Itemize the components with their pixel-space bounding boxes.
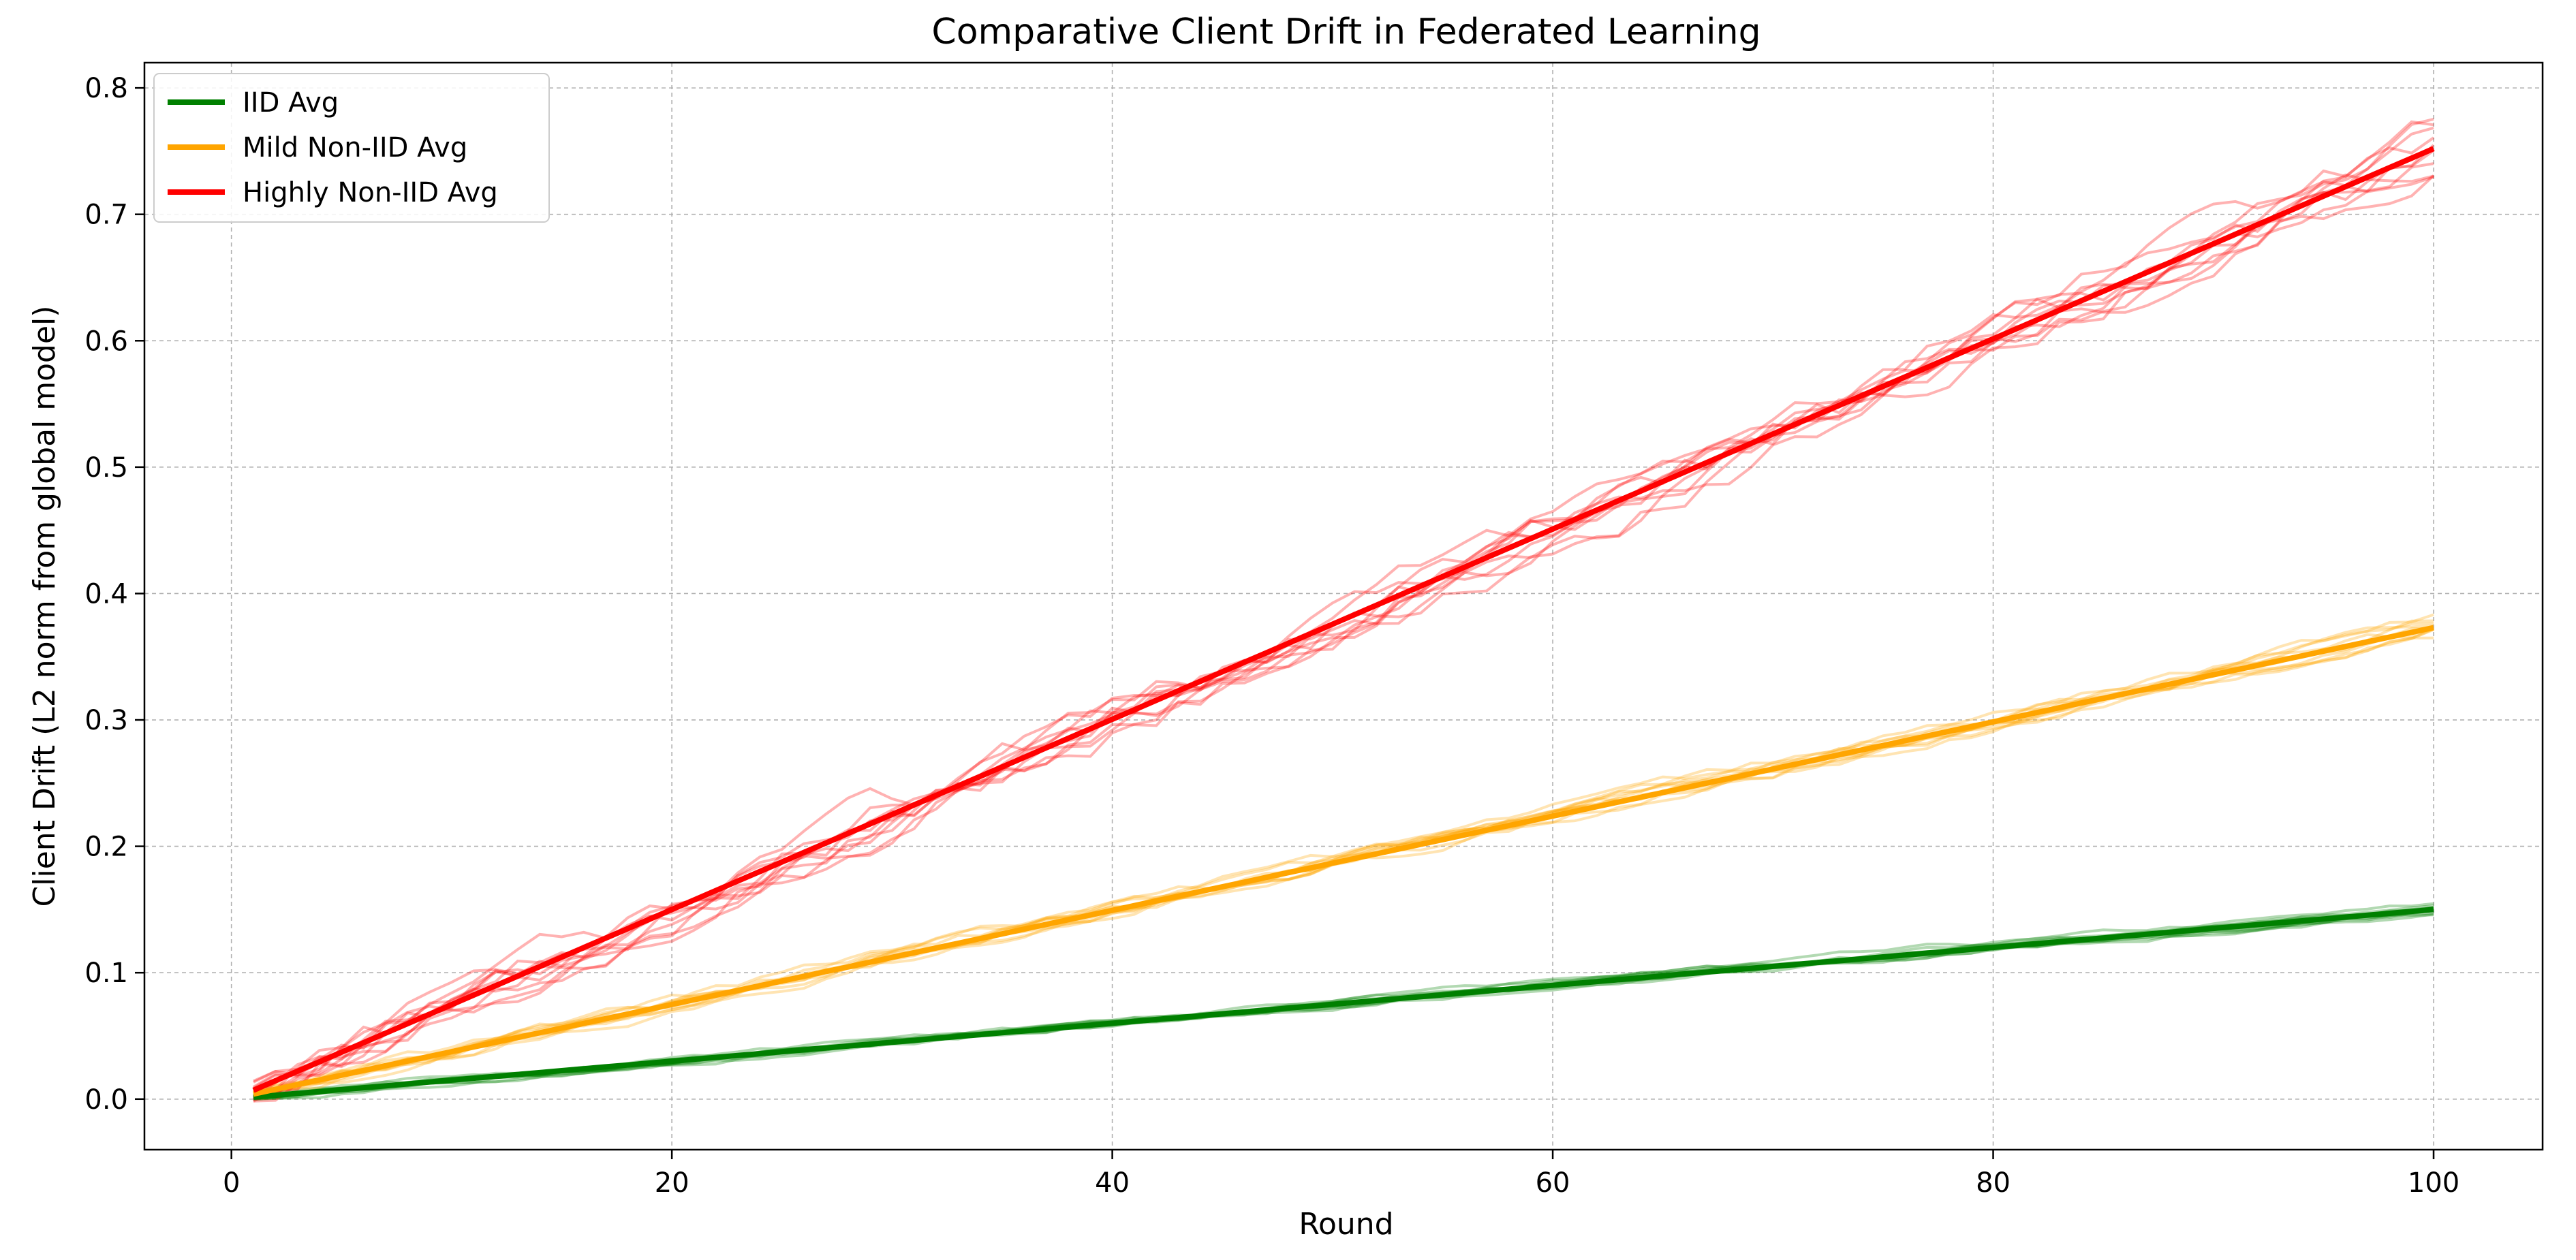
chart-title: Comparative Client Drift in Federated Le…: [931, 12, 1760, 52]
client-line: [253, 126, 2434, 1083]
client-line: [253, 904, 2434, 1097]
client-line: [253, 902, 2434, 1098]
y-axis-label: Client Drift (L2 norm from global model): [27, 306, 62, 907]
y-axis: 0.0 0.1 0.2 0.3 0.4 0.5 0.6 0.7 0.8: [84, 73, 144, 1116]
plot-frame: [143, 61, 2544, 1151]
x-axis: 0 20 40 60 80 100: [223, 1150, 2459, 1199]
series-line: [252, 146, 2435, 1093]
client-line: [253, 162, 2434, 1100]
y-tick-label: 0.0: [84, 1084, 128, 1116]
y-tick-label: 0.4: [84, 578, 128, 610]
x-tick-label: 0: [223, 1167, 240, 1199]
legend: IID Avg Mild Non-IID Avg Highly Non-IID Av…: [153, 73, 550, 223]
client-line: [252, 174, 2435, 1090]
y-tick-label: 0.1: [84, 958, 128, 989]
series-line: [253, 907, 2434, 1100]
series-line: [253, 625, 2434, 1097]
client-line: [253, 144, 2435, 1084]
x-axis-label: Round: [1299, 1207, 1393, 1242]
y-tick-label: 0.6: [84, 326, 128, 357]
y-tick-label: 0.5: [84, 452, 128, 484]
x-tick-label: 80: [1976, 1167, 2011, 1199]
y-tick-label: 0.8: [84, 73, 128, 104]
x-tick-label: 40: [1095, 1167, 1130, 1199]
legend-label: IID Avg: [243, 87, 339, 119]
y-tick-label: 0.2: [84, 832, 128, 863]
legend-label: Mild Non-IID Avg: [243, 132, 467, 163]
client-line: [253, 120, 2434, 1103]
y-tick-label: 0.3: [84, 705, 128, 736]
y-tick-label: 0.7: [84, 200, 128, 231]
x-tick-label: 100: [2408, 1167, 2459, 1199]
legend-box: [153, 73, 550, 223]
legend-label: Highly Non-IID Avg: [243, 177, 498, 208]
x-tick-label: 20: [655, 1167, 689, 1199]
client-line: [253, 627, 2434, 1094]
client-line: [253, 619, 2434, 1092]
x-tick-label: 60: [1536, 1167, 1570, 1199]
series-lines: [252, 146, 2435, 1100]
